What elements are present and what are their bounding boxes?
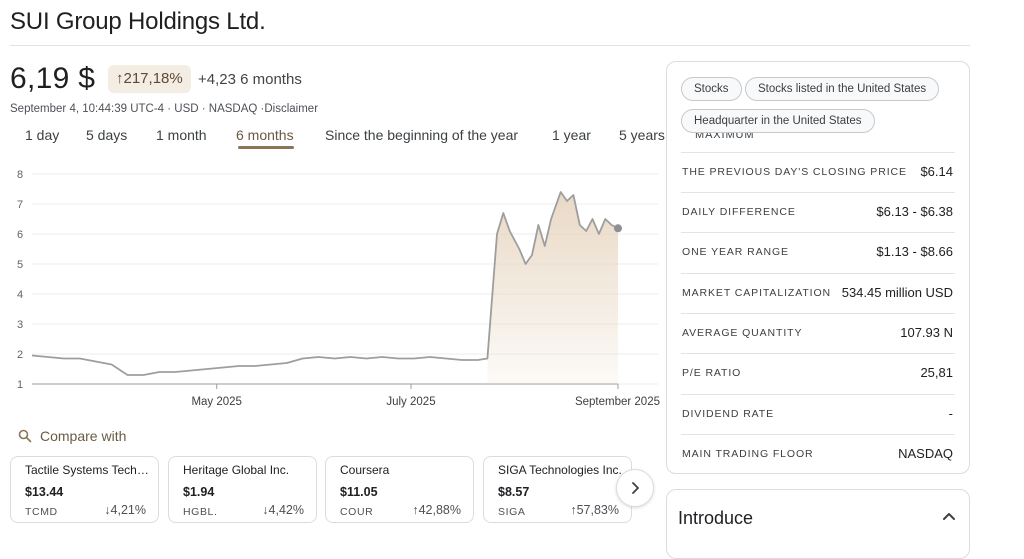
last-price-point: [614, 224, 622, 233]
stat-value: 534.45 million USD: [841, 285, 953, 300]
stat-row-pe-ratio: P/E RATIO 25,81: [681, 353, 955, 393]
stat-label: THE PREVIOUS DAY'S CLOSING PRICE: [682, 166, 907, 178]
compare-card[interactable]: Heritage Global Inc. $1.94 HGBL. ↓4,42%: [168, 456, 317, 523]
y-tick-label: 5: [17, 259, 23, 271]
stat-row-daily-diff: DAILY DIFFERENCE $6.13 - $6.38: [681, 192, 955, 232]
stat-value: NASDAQ: [898, 446, 953, 461]
chip-stocks[interactable]: Stocks: [681, 77, 742, 101]
next-cards-button[interactable]: [616, 469, 654, 507]
tab-1-day[interactable]: 1 day: [25, 127, 60, 143]
card-price: $11.05: [340, 485, 378, 499]
y-tick-label: 1: [17, 379, 23, 391]
introduce-title: Introduce: [678, 508, 754, 528]
search-icon: [18, 429, 32, 443]
card-change: ↑42,88%: [412, 503, 461, 517]
card-ticker: HGBL.: [183, 506, 218, 518]
tab-5-years[interactable]: 5 years: [619, 127, 665, 143]
compare-label: Compare with: [40, 428, 127, 444]
stat-value: $6.13 - $6.38: [876, 204, 953, 219]
active-tab-indicator: [238, 146, 294, 149]
y-tick-label: 6: [17, 229, 23, 241]
x-tick-label: September 2025: [575, 396, 660, 408]
stat-row-prev-close: THE PREVIOUS DAY'S CLOSING PRICE $6.14: [681, 152, 955, 192]
card-ticker: COUR: [340, 506, 374, 518]
x-tick-label: May 2025: [191, 396, 242, 408]
key-stats-panel: MAXIMUM Stocks Stocks listed in the Unit…: [666, 61, 970, 474]
price-chart[interactable]: 1 2 3 4 5 6 7 8 May 2025 July 2025 September 2025: [0, 160, 664, 415]
change-percent-badge: ↑217,18%: [108, 65, 191, 93]
stat-label: AVERAGE QUANTITY: [682, 327, 803, 339]
card-price: $1.94: [183, 485, 215, 499]
tab-1-year[interactable]: 1 year: [552, 127, 591, 143]
card-change: ↓4,21%: [104, 503, 146, 517]
card-change: ↓4,42%: [262, 503, 304, 517]
card-price: $13.44: [25, 485, 64, 499]
stat-label: MARKET CAPITALIZATION: [682, 287, 832, 299]
y-tick-label: 8: [17, 169, 23, 181]
stat-row-dividend: DIVIDEND RATE -: [681, 394, 955, 434]
chip-us-listed[interactable]: Stocks listed in the United States: [745, 77, 940, 101]
compare-with-link[interactable]: Compare with: [18, 428, 126, 444]
compare-card[interactable]: Coursera $11.05 COUR ↑42,88%: [325, 456, 474, 523]
compare-card[interactable]: SIGA Technologies Inc. $8.57 SIGA ↑57,83…: [483, 456, 632, 523]
y-tick-label: 7: [17, 199, 23, 211]
y-tick-label: 4: [17, 289, 23, 301]
tab-6-months[interactable]: 6 months: [236, 127, 294, 143]
quote-meta: September 4, 10:44:39 UTC-4 · USD · NASD…: [10, 103, 319, 115]
price-line: [31, 191, 619, 376]
card-company-name: Coursera: [340, 463, 390, 477]
stat-label: DAILY DIFFERENCE: [682, 206, 796, 218]
card-ticker: SIGA: [498, 506, 526, 518]
y-tick-label: 2: [17, 349, 23, 361]
tab-5-days[interactable]: 5 days: [86, 127, 128, 143]
title-divider: [10, 45, 970, 46]
card-ticker: TCMD: [25, 506, 58, 518]
x-tick-label: July 2025: [386, 396, 435, 408]
stat-value: $6.14: [920, 164, 953, 179]
card-price: $8.57: [498, 485, 530, 499]
stat-row-market-cap: MARKET CAPITALIZATION 534.45 million USD: [681, 273, 955, 313]
tab-1-month[interactable]: 1 month: [156, 127, 207, 143]
stat-value: 107.93 N: [900, 325, 953, 340]
stat-label: ONE YEAR RANGE: [682, 246, 789, 258]
card-company-name: Tactile Systems Techn...: [25, 463, 153, 477]
card-company-name: SIGA Technologies Inc.: [498, 463, 622, 477]
price-area-fill: [487, 192, 618, 384]
stat-row-year-range: ONE YEAR RANGE $1.13 - $8.66: [681, 232, 955, 272]
chevron-up-icon[interactable]: [941, 508, 957, 524]
stat-row-trading-floor: MAIN TRADING FLOOR NASDAQ: [681, 434, 955, 473]
stat-row-avg-quantity: AVERAGE QUANTITY 107.93 N: [681, 313, 955, 353]
current-price: 6,19 $: [10, 62, 96, 95]
card-change: ↑57,83%: [570, 503, 619, 517]
chip-us-headquarter[interactable]: Headquarter in the United States: [681, 109, 875, 133]
card-company-name: Heritage Global Inc.: [183, 463, 290, 477]
introduce-section[interactable]: Introduce: [666, 489, 970, 559]
page-title: SUI Group Holdings Ltd.: [10, 8, 266, 35]
stat-label: MAIN TRADING FLOOR: [682, 448, 814, 460]
stat-value: -: [948, 406, 953, 421]
tab-ytd[interactable]: Since the beginning of the year: [325, 127, 519, 143]
compare-card[interactable]: Tactile Systems Techn... $13.44 TCMD ↓4,…: [10, 456, 159, 523]
y-tick-label: 3: [17, 319, 23, 331]
stat-value: 25,81: [920, 365, 953, 380]
chevron-right-icon: [632, 482, 639, 494]
stat-label: DIVIDEND RATE: [682, 408, 775, 420]
stat-label: P/E RATIO: [682, 367, 742, 379]
change-absolute: +4,23 6 months: [198, 71, 302, 88]
stat-value: $1.13 - $8.66: [876, 244, 953, 259]
